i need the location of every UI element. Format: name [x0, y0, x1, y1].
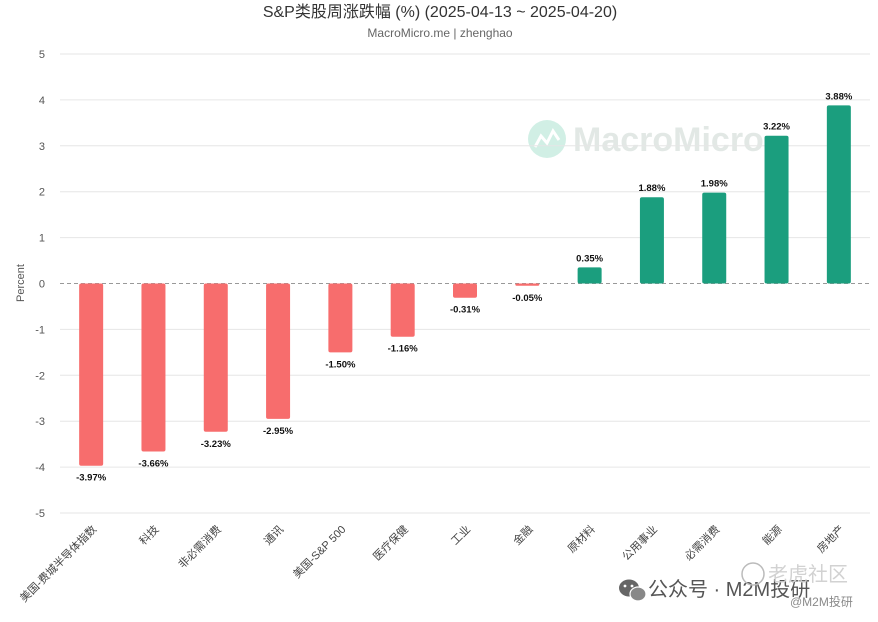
data-label: 1.88%: [638, 183, 665, 194]
macromicro-logo-icon: [528, 120, 566, 158]
footer: 公众号 · M2M投研 老虎社区 @M2M投研: [619, 562, 853, 609]
x-tick-label: 原材料: [565, 522, 598, 555]
watermark-text: MacroMicro: [573, 121, 764, 159]
x-tick-label: 美国-S&P 500: [291, 523, 349, 581]
x-tick-label: 医疗保健: [370, 522, 411, 563]
bar: [390, 283, 415, 337]
data-label: -2.95%: [263, 426, 294, 437]
bar: [639, 197, 664, 284]
chart-subtitle: MacroMicro.me | zhenghao: [367, 26, 513, 40]
data-label: -1.16%: [388, 344, 419, 355]
bars: [79, 105, 851, 466]
bar: [328, 283, 353, 353]
footer-wechat-text: 公众号 · M2M投研: [648, 578, 810, 601]
data-label: -3.23%: [201, 439, 232, 450]
data-labels: -3.97% -3.66% -3.23% -2.95% -1.50% -1.16% -0.3…: [76, 91, 853, 483]
data-label: -3.97%: [76, 473, 107, 484]
watermark: MacroMicro: [528, 120, 764, 159]
gridlines: [60, 53, 870, 514]
y-tick-label: -4: [35, 462, 45, 474]
data-label: 1.98%: [701, 179, 728, 190]
y-tick-label: 4: [39, 95, 45, 107]
y-tick-label: 2: [39, 187, 45, 199]
bar: [203, 283, 228, 432]
x-tick-label: 金融: [510, 522, 535, 547]
data-label: 0.35%: [576, 253, 603, 264]
y-tick-label: 0: [39, 279, 45, 291]
bar: [453, 283, 477, 298]
x-tick-label: 科技: [136, 522, 161, 547]
x-tick-label: 通讯: [261, 523, 286, 548]
bar: [266, 283, 291, 419]
data-label: 3.22%: [763, 122, 790, 133]
y-tick-label: -3: [35, 416, 45, 428]
y-axis-ticks: 5 4 3 2 1 0 -1 -2 -3 -4 -5: [35, 49, 45, 520]
y-axis-label: Percent: [15, 264, 27, 302]
y-tick-label: 3: [39, 141, 45, 153]
bar: [515, 283, 540, 286]
data-label: -1.50%: [325, 359, 356, 370]
bar: [79, 283, 104, 466]
y-tick-label: -1: [35, 324, 45, 336]
x-tick-label: 非必需消费: [175, 522, 224, 571]
y-tick-label: -2: [35, 370, 45, 382]
y-tick-label: 5: [39, 49, 45, 61]
macromicro-logo-mark: [533, 128, 561, 148]
y-tick-label: -5: [35, 508, 45, 520]
bar: [141, 283, 166, 452]
data-label: -3.66%: [138, 458, 169, 469]
x-tick-label: 必需消费: [681, 522, 722, 563]
data-label: -0.31%: [450, 305, 481, 316]
bar: [764, 135, 789, 284]
x-tick-label: 公用事业: [620, 523, 660, 563]
data-label: 3.88%: [825, 91, 852, 102]
footer-community-handle: @M2M投研: [790, 594, 853, 609]
data-label: -0.05%: [512, 293, 543, 304]
chart-title: S&P类股周涨跌幅 (%) (2025-04-13 ~ 2025-04-20): [263, 3, 617, 21]
wechat-icon: [619, 579, 647, 602]
bar: [577, 267, 602, 284]
x-tick-label: 能源: [759, 522, 784, 547]
bar: [826, 105, 851, 284]
footer-community-text: 老虎社区: [768, 563, 848, 586]
x-tick-label: 工业: [448, 523, 473, 548]
x-tick-label: 房地产: [814, 522, 847, 555]
bar: [702, 192, 727, 284]
x-tick-label: 美国-费城半导体指数: [17, 522, 99, 604]
y-tick-label: 1: [39, 233, 45, 245]
tiger-community-icon: [741, 562, 765, 586]
